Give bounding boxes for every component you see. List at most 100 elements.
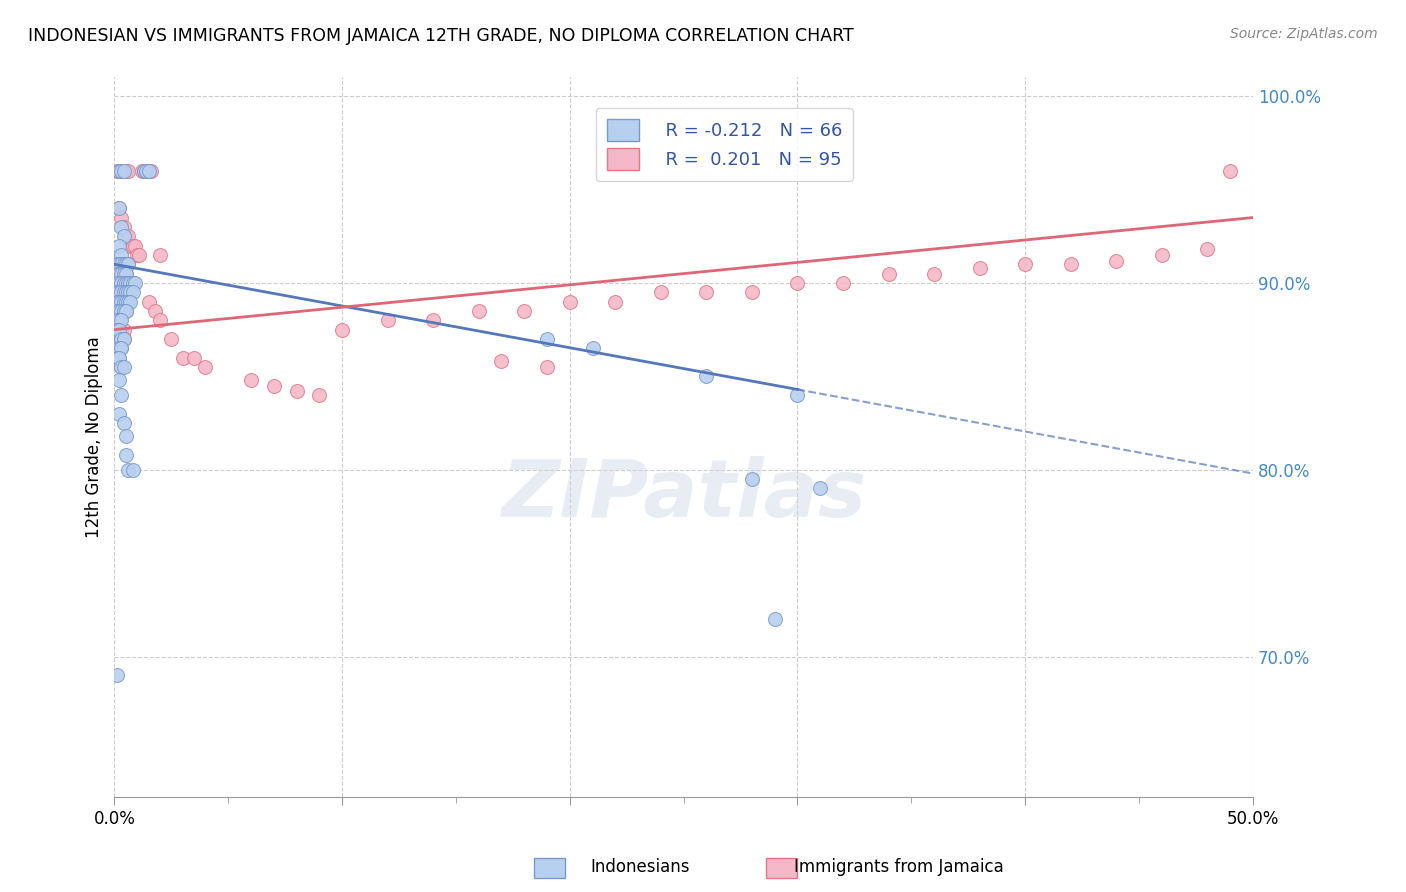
Point xyxy=(138,164,160,178)
Point xyxy=(117,229,139,244)
Point xyxy=(112,229,135,244)
Point xyxy=(105,257,128,271)
Point xyxy=(105,285,128,300)
Point xyxy=(117,294,139,309)
Point xyxy=(110,248,132,262)
Y-axis label: 12th Grade, No Diploma: 12th Grade, No Diploma xyxy=(86,336,103,538)
Point xyxy=(117,285,139,300)
Point xyxy=(108,323,131,337)
Point xyxy=(108,267,131,281)
Point xyxy=(110,164,132,178)
Point xyxy=(108,304,131,318)
Point xyxy=(112,294,135,309)
Point xyxy=(112,416,135,430)
Point xyxy=(786,388,808,402)
Point xyxy=(105,267,128,281)
Text: Indonesians: Indonesians xyxy=(591,858,690,876)
Point xyxy=(121,285,143,300)
Point xyxy=(1105,253,1128,268)
Point xyxy=(695,369,717,384)
Point xyxy=(110,294,132,309)
Point xyxy=(1014,257,1036,271)
Point xyxy=(110,219,132,234)
Point xyxy=(110,285,132,300)
Point xyxy=(108,201,131,215)
Point xyxy=(108,304,131,318)
Point xyxy=(1150,248,1173,262)
Point xyxy=(536,359,558,374)
Point xyxy=(114,257,136,271)
Point xyxy=(108,276,131,290)
Point xyxy=(160,332,183,346)
Point xyxy=(121,238,143,252)
Point xyxy=(120,294,142,309)
Point xyxy=(110,304,132,318)
Point xyxy=(110,267,132,281)
Point xyxy=(105,323,128,337)
Point xyxy=(763,612,786,626)
Point xyxy=(110,257,132,271)
Point xyxy=(110,257,132,271)
Point xyxy=(108,351,131,365)
Point xyxy=(114,164,136,178)
Point xyxy=(110,164,132,178)
Point xyxy=(240,373,263,387)
Point xyxy=(110,359,132,374)
Point xyxy=(110,332,132,346)
Point xyxy=(112,285,135,300)
Point xyxy=(114,285,136,300)
Point xyxy=(124,276,146,290)
Point xyxy=(832,276,855,290)
Point xyxy=(1060,257,1083,271)
Point xyxy=(114,294,136,309)
Text: INDONESIAN VS IMMIGRANTS FROM JAMAICA 12TH GRADE, NO DIPLOMA CORRELATION CHART: INDONESIAN VS IMMIGRANTS FROM JAMAICA 12… xyxy=(28,27,853,45)
Point xyxy=(105,351,128,365)
Point xyxy=(112,304,135,318)
Point xyxy=(114,257,136,271)
Point xyxy=(108,294,131,309)
Point xyxy=(108,285,131,300)
Point xyxy=(786,276,808,290)
Point xyxy=(114,448,136,462)
Point xyxy=(114,429,136,443)
Point xyxy=(110,332,132,346)
Point xyxy=(114,304,136,318)
Point xyxy=(110,342,132,356)
Point xyxy=(330,323,353,337)
Point xyxy=(114,285,136,300)
Point xyxy=(108,407,131,421)
Point xyxy=(183,351,205,365)
Legend:   R = -0.212   N = 66,   R =  0.201   N = 95: R = -0.212 N = 66, R = 0.201 N = 95 xyxy=(596,108,853,181)
Point xyxy=(105,257,128,271)
Point xyxy=(105,294,128,309)
Point xyxy=(138,164,160,178)
Point xyxy=(491,354,513,368)
Point xyxy=(138,294,160,309)
Point xyxy=(108,257,131,271)
Point xyxy=(112,285,135,300)
Point xyxy=(108,351,131,365)
Point xyxy=(695,285,717,300)
Text: ZIPatlas: ZIPatlas xyxy=(501,456,866,533)
Point xyxy=(108,285,131,300)
Point xyxy=(1219,164,1241,178)
Point xyxy=(124,238,146,252)
Point xyxy=(112,164,135,178)
Point xyxy=(112,323,135,337)
Point xyxy=(117,257,139,271)
Point xyxy=(605,294,627,309)
Point xyxy=(285,384,308,399)
Point xyxy=(108,238,131,252)
Point xyxy=(108,267,131,281)
Point xyxy=(112,276,135,290)
Point xyxy=(105,313,128,327)
Point xyxy=(127,248,149,262)
Point xyxy=(117,257,139,271)
Point xyxy=(114,276,136,290)
Point xyxy=(131,164,153,178)
Point xyxy=(558,294,581,309)
Point xyxy=(110,304,132,318)
Point xyxy=(110,294,132,309)
Point xyxy=(581,342,603,356)
Point xyxy=(108,276,131,290)
